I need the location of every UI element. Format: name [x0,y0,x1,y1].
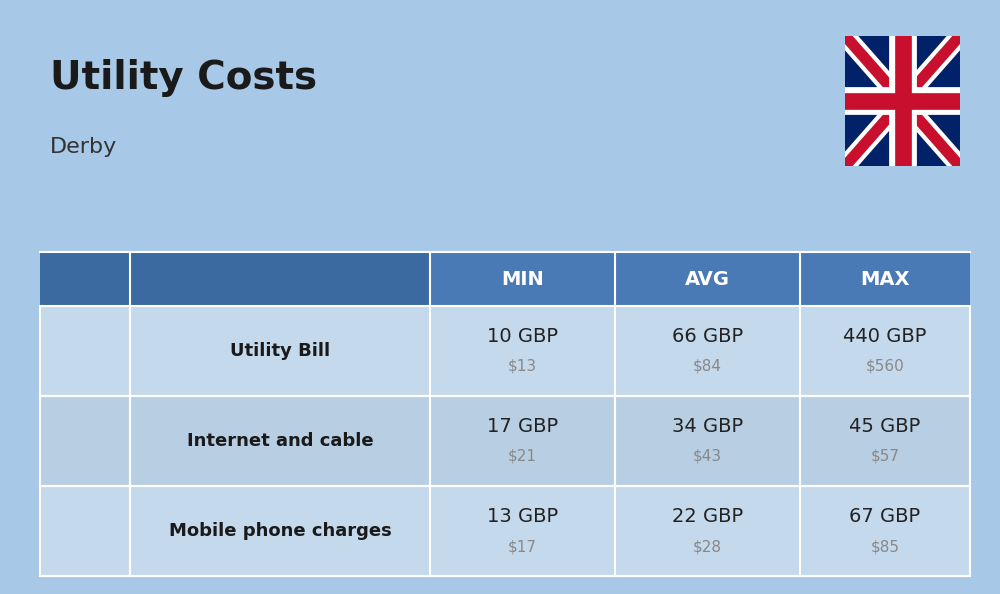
Text: 17 GBP: 17 GBP [487,418,558,436]
Text: 45 GBP: 45 GBP [849,418,921,436]
Text: $560: $560 [866,359,904,374]
Text: 67 GBP: 67 GBP [849,507,921,526]
Text: Utility Bill: Utility Bill [230,342,330,360]
Text: 66 GBP: 66 GBP [672,327,743,346]
Text: $13: $13 [508,359,537,374]
Text: 34 GBP: 34 GBP [672,418,743,436]
Text: $57: $57 [870,449,900,464]
Text: 22 GBP: 22 GBP [672,507,743,526]
Text: MIN: MIN [501,270,544,289]
Text: 10 GBP: 10 GBP [487,327,558,346]
Text: $17: $17 [508,539,537,554]
Text: $85: $85 [870,539,900,554]
Text: $28: $28 [693,539,722,554]
Text: AVG: AVG [685,270,730,289]
Text: Derby: Derby [50,137,117,157]
Text: 13 GBP: 13 GBP [487,507,558,526]
Text: $21: $21 [508,449,537,464]
Text: MAX: MAX [860,270,910,289]
Text: Mobile phone charges: Mobile phone charges [169,522,391,540]
Text: $84: $84 [693,359,722,374]
Text: Utility Costs: Utility Costs [50,59,317,97]
Text: 440 GBP: 440 GBP [843,327,927,346]
Text: $43: $43 [693,449,722,464]
Text: Internet and cable: Internet and cable [187,432,373,450]
